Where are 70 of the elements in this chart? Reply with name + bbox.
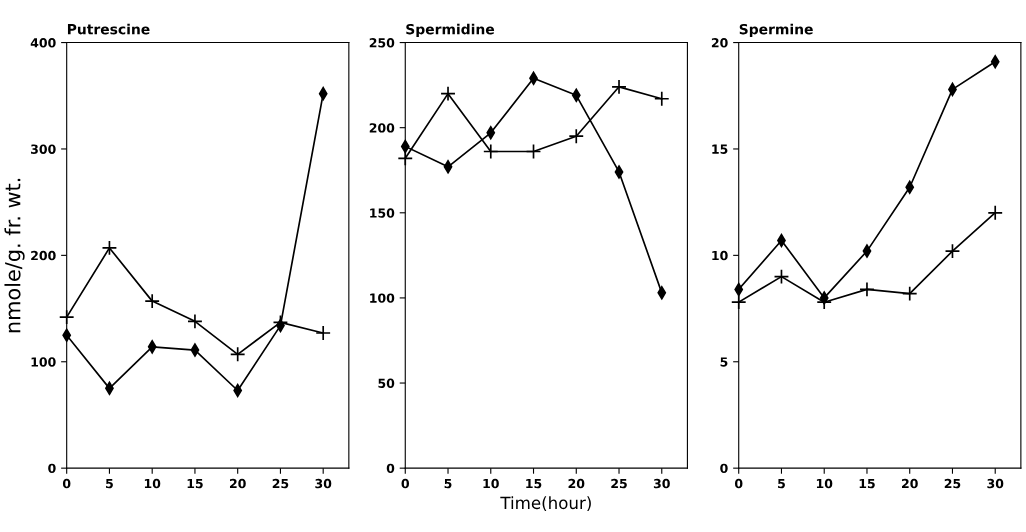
x-tick-label: 20 (902, 478, 918, 489)
y-tick-label: 100 (370, 293, 395, 303)
point (440, 85, 456, 102)
point (144, 293, 160, 309)
point (944, 243, 961, 259)
point (397, 150, 414, 167)
point (614, 165, 624, 179)
point (987, 205, 1003, 221)
y-axis-title: nmole/g. fr. wt. (4, 178, 25, 333)
point (773, 268, 790, 285)
x-tick-label: 5 (444, 478, 452, 489)
point (58, 309, 75, 325)
x-tick-label: 0 (401, 478, 410, 489)
x-tick-label: 25 (272, 478, 289, 489)
point (525, 143, 542, 160)
x-tick-label: 30 (315, 478, 332, 489)
point (229, 346, 246, 363)
point (486, 126, 496, 140)
y-tick-label: 15 (712, 144, 728, 154)
y-tick-label: 200 (31, 250, 56, 261)
y-tick-label: 150 (370, 208, 395, 218)
point (653, 90, 670, 107)
y-tick-label: 50 (378, 378, 395, 388)
x-tick-label: 30 (653, 478, 670, 489)
y-tick-label: 400 (30, 38, 56, 48)
x-tick-label: 20 (568, 478, 585, 489)
y-tick-label: 0 (48, 463, 56, 474)
y-tick-label: 20 (711, 38, 728, 48)
point (443, 160, 453, 174)
x-tick-label: 10 (144, 478, 161, 489)
point (730, 294, 747, 310)
point (862, 244, 872, 258)
y-tick-label: 0 (720, 463, 728, 474)
point (901, 285, 918, 302)
x-tick-label: 0 (734, 478, 743, 489)
y-tick-label: 300 (31, 144, 56, 154)
point (187, 313, 203, 330)
x-tick-label: 30 (987, 478, 1004, 489)
y-tick-label: 10 (712, 250, 728, 261)
point (819, 291, 829, 305)
point (568, 128, 585, 144)
x-tick-label: 15 (187, 478, 203, 489)
x-tick-label: 25 (944, 478, 961, 489)
x-tick-label: 10 (483, 478, 499, 489)
y-tick-label: 5 (720, 357, 728, 367)
point (859, 281, 875, 298)
x-tick-label: 0 (62, 478, 71, 489)
x-tick-label: 5 (106, 478, 113, 489)
chart-title: Spermidine (406, 23, 495, 38)
point (315, 325, 331, 341)
x-axis-title: Time(hour) (500, 496, 591, 512)
point (657, 286, 667, 300)
x-tick-label: 10 (816, 478, 833, 489)
y-tick-label: 0 (386, 463, 395, 474)
x-tick-label: 5 (778, 478, 785, 489)
point (190, 343, 200, 357)
y-tick-label: 250 (369, 38, 395, 48)
point (482, 143, 499, 160)
x-tick-label: 20 (229, 478, 246, 489)
x-tick-label: 15 (526, 478, 542, 489)
x-tick-label: 15 (859, 478, 875, 489)
x-tick-label: 25 (611, 478, 627, 489)
point (147, 340, 157, 354)
chart-title: Spermine (739, 23, 813, 38)
point (905, 180, 915, 194)
point (101, 240, 118, 256)
y-tick-label: 200 (369, 123, 395, 133)
point (611, 79, 627, 95)
chart-title: Putrescine (67, 23, 150, 35)
y-tick-label: 100 (31, 357, 56, 367)
